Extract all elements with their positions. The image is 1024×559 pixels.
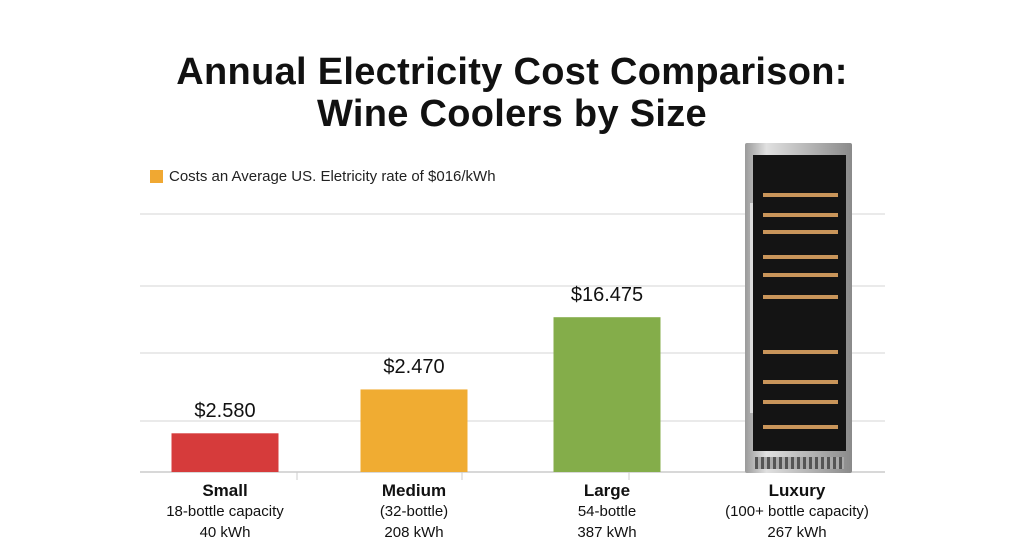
category-label: Large 54-bottle 387 kWh: [507, 480, 707, 543]
bar-large: [553, 317, 661, 472]
category-label: Small 18-bottle capacity 40 kWh: [125, 480, 325, 543]
category-name: Luxury: [768, 481, 826, 500]
category-name: Large: [583, 481, 631, 500]
category-energy: 40 kWh: [199, 524, 251, 541]
category-detail: (100+ bottle capacity): [725, 503, 869, 520]
wine-cooler-image: [745, 143, 852, 473]
category-energy: 208 kWh: [384, 524, 444, 541]
chart-title-line-2: Wine Coolers by Size: [317, 93, 707, 135]
data-label: $2.470: [383, 356, 445, 379]
category-label: Medium (32-bottle) 208 kWh: [314, 480, 514, 543]
category-energy: 267 kWh: [767, 524, 827, 541]
category-name: Small: [202, 481, 248, 500]
bar-small: [171, 433, 279, 472]
category-detail: 54-bottle: [577, 503, 637, 520]
category-detail: (32-bottle): [379, 503, 449, 520]
bar-medium: [360, 389, 468, 472]
legend-swatch: [150, 170, 163, 183]
category-energy: 387 kWh: [577, 524, 637, 541]
category-label: Luxury (100+ bottle capacity) 267 kWh: [697, 480, 897, 543]
data-label: $16.475: [570, 284, 644, 307]
chart-title-line-1: Annual Electricity Cost Comparison:: [176, 51, 848, 93]
legend-label: Costs an Average US. Eletricity rate of …: [169, 168, 496, 185]
legend: Costs an Average US. Eletricity rate of …: [150, 168, 496, 185]
category-detail: 18-bottle capacity: [166, 503, 284, 520]
category-name: Medium: [381, 481, 447, 500]
data-label: $2.580: [194, 400, 256, 423]
